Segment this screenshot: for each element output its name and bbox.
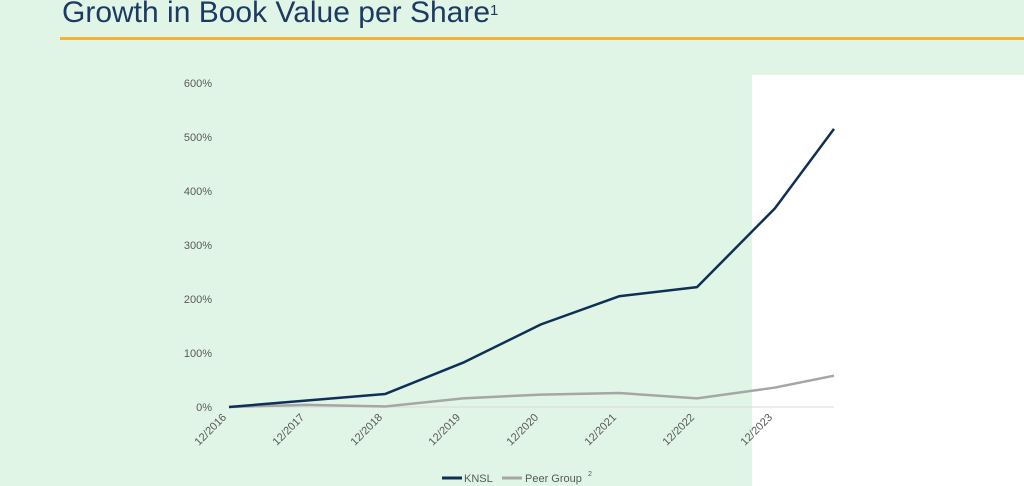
y-tick-label: 100%: [184, 348, 212, 360]
x-tick-label: 12/2021: [583, 412, 620, 449]
white-panel: [752, 75, 1024, 486]
y-tick-label: 500%: [184, 132, 212, 144]
legend: KNSL Peer Group 2: [442, 471, 592, 485]
y-tick-label: 0%: [196, 402, 212, 414]
title-text: Growth in Book Value per Share: [62, 0, 491, 29]
page-title: Growth in Book Value per Share1: [62, 0, 498, 30]
title-underline: [60, 37, 1024, 40]
x-tick-label: 12/2020: [505, 412, 542, 449]
x-tick-label: 12/2017: [271, 412, 308, 449]
legend-peer-label: Peer Group: [525, 473, 582, 485]
title-footnote: 1: [490, 2, 499, 19]
x-tick-label: 12/2022: [661, 412, 698, 449]
legend-knsl-label: KNSL: [464, 473, 493, 485]
y-tick-label: 400%: [184, 186, 212, 198]
y-tick-label: 600%: [184, 78, 212, 90]
series-peer-group-line: [228, 374, 835, 409]
x-tick-label: 12/2019: [427, 412, 464, 449]
y-tick-label: 300%: [184, 240, 212, 252]
series-knsl-line: [228, 128, 836, 409]
x-tick-label: 12/2016: [193, 412, 230, 449]
x-tick-label: 12/2018: [349, 412, 386, 449]
x-tick-label: 12/2023: [739, 412, 776, 449]
legend-peer-footnote: 2: [588, 471, 592, 478]
y-tick-label: 200%: [184, 294, 212, 306]
